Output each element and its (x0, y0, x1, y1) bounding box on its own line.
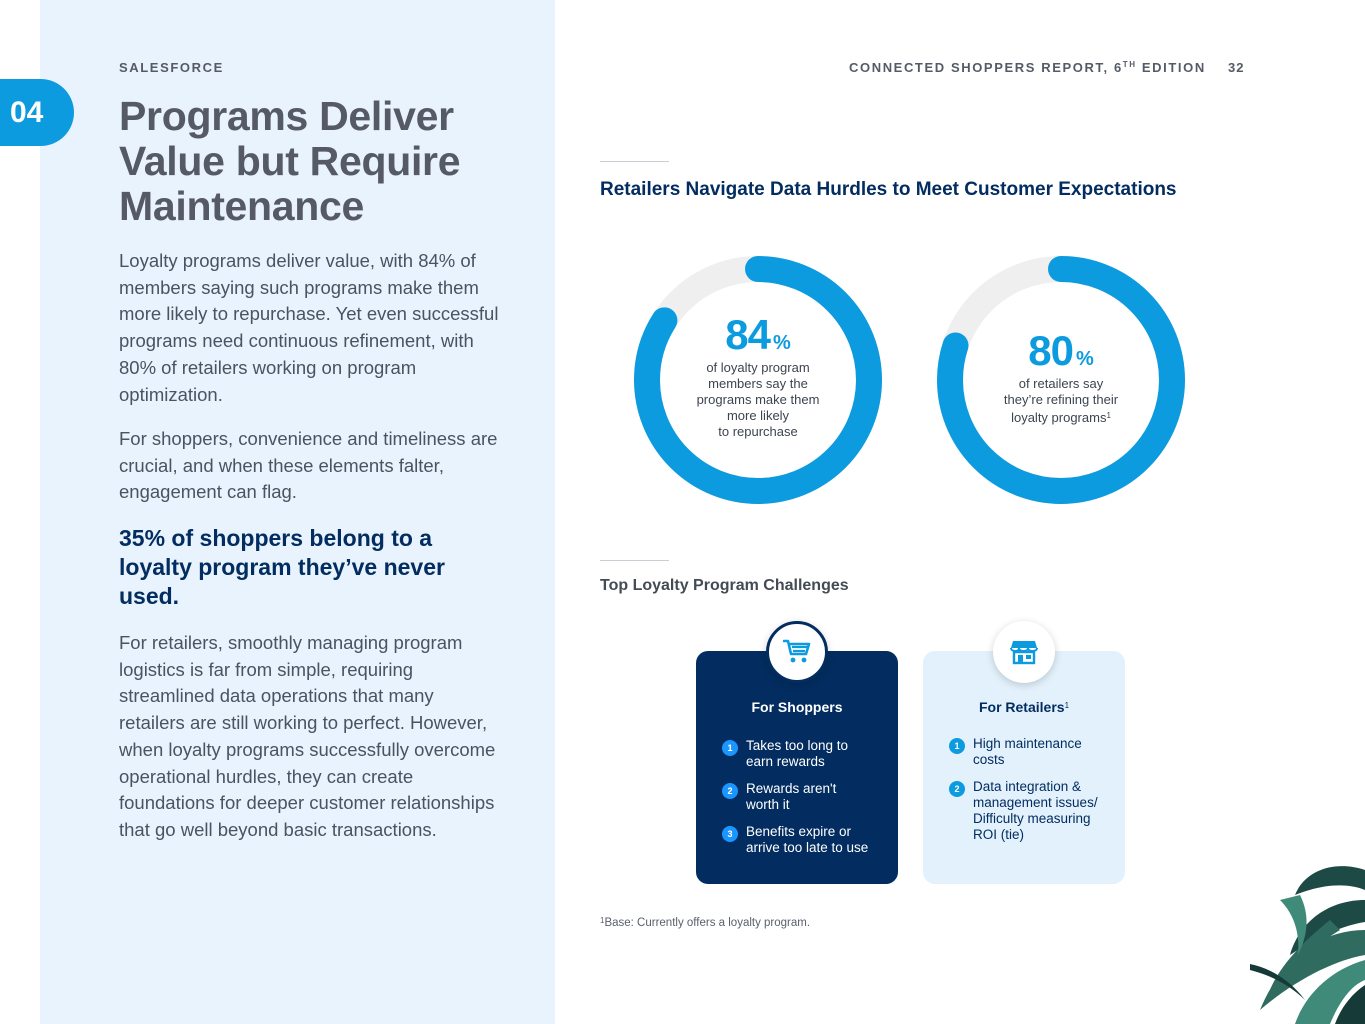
report-title-sup: TH (1122, 60, 1137, 69)
donut-unit: % (772, 332, 791, 354)
page-number: 32 (1228, 60, 1245, 75)
item-line: costs (973, 752, 1005, 767)
item-line: Rewards aren't (746, 781, 837, 796)
section-tab: 04 (0, 79, 74, 146)
report-title: CONNECTED SHOPPERS REPORT, 6TH EDITION (849, 60, 1206, 75)
list-item: 2 Data integration & management issues/ … (949, 779, 1111, 843)
challenge-list: 1 High maintenance costs 2 Data integrat… (949, 736, 1111, 854)
donut-svg (937, 256, 1185, 504)
donut-desc-text: loyalty programs (1011, 410, 1107, 425)
donut-desc-line: programs make them (696, 392, 820, 407)
donut-label: 84% of loyalty program members say the p… (662, 312, 854, 440)
item-line: Data integration & (973, 779, 1082, 794)
donut-desc-line: of loyalty program (706, 360, 810, 375)
brand-label: SALESFORCE (119, 60, 224, 75)
donut-desc-line: they’re refining their (1003, 392, 1119, 407)
divider-rule (600, 560, 669, 561)
item-line: management issues/ (973, 795, 1098, 810)
item-line: Benefits expire or (746, 824, 852, 839)
donut-desc-line: loyalty programs1 (965, 408, 1157, 426)
item-line: earn rewards (746, 754, 825, 769)
donut-description: of retailers say they’re refining their … (965, 376, 1157, 426)
divider-rule (600, 161, 669, 162)
number-badge: 1 (722, 740, 738, 756)
left-panel (40, 0, 555, 1024)
donut-desc-line: more likely (726, 408, 790, 423)
list-item: 3 Benefits expire or arrive too late to … (722, 824, 884, 856)
list-item: 1 High maintenance costs (949, 736, 1111, 768)
page-title: Programs Deliver Value but Require Maint… (119, 93, 461, 229)
shopping-cart-icon (766, 621, 828, 683)
card-heading-text: For Retailers (978, 699, 1065, 715)
item-line: worth it (746, 797, 790, 812)
list-item: 1 Takes too long to earn rewards (722, 738, 884, 770)
footnote-marker: 1 (1064, 701, 1070, 710)
footnote: 1Base: Currently offers a loyalty progra… (600, 916, 810, 929)
cart-glyph (783, 639, 811, 663)
donut-label: 80% of retailers say they’re refining th… (965, 328, 1157, 426)
report-title-suffix: EDITION (1136, 60, 1206, 75)
donut-chart-loyalty-members: 84% of loyalty program members say the p… (632, 254, 884, 506)
footnote-marker: 1 (600, 916, 605, 925)
donut-svg (634, 256, 882, 504)
item-line: ROI (tie) (973, 827, 1025, 842)
body-paragraph-2: For shoppers, convenience and timeliness… (119, 428, 498, 503)
number-badge: 1 (949, 738, 965, 754)
item-line: High maintenance (973, 736, 1082, 751)
footnote-text: Base: Currently offers a loyalty program… (604, 917, 811, 929)
shoppers-card: For Shoppers 1 Takes too long to earn re… (696, 621, 898, 884)
donut-desc-line: members say the (708, 376, 808, 391)
retailers-card: For Retailers1 1 High maintenance costs … (923, 621, 1125, 884)
number-badge: 3 (722, 826, 738, 842)
item-line: arrive too late to use (746, 840, 869, 855)
donut-description: of loyalty program members say the progr… (662, 360, 854, 440)
list-item: 2 Rewards aren't worth it (722, 781, 884, 813)
body-paragraph-3: For retailers, smoothly managing program… (119, 632, 496, 840)
chart-title: Retailers Navigate Data Hurdles to Meet … (600, 179, 1177, 200)
number-badge: 2 (722, 783, 738, 799)
body-paragraph-1: Loyalty programs deliver value, with 84%… (119, 250, 499, 405)
item-line: Difficulty measuring (973, 811, 1091, 826)
storefront-icon (993, 621, 1055, 683)
number-badge: 2 (949, 781, 965, 797)
donut-chart-retailers: 80% of retailers say they’re refining th… (935, 254, 1187, 506)
donut-desc-line: of retailers say (1018, 376, 1104, 391)
card-heading: For Retailers1 (923, 699, 1125, 715)
donut-desc-line: to repurchase (718, 424, 798, 439)
footnote-marker: 1 (1106, 411, 1111, 420)
report-title-prefix: CONNECTED SHOPPERS REPORT, 6 (849, 60, 1123, 75)
palm-leaves-decoration (1250, 866, 1365, 1024)
callout-stat: 35% of shoppers belong to a loyalty prog… (119, 525, 445, 609)
donut-arc (937, 256, 1185, 504)
challenges-title: Top Loyalty Program Challenges (600, 577, 849, 594)
card-heading: For Shoppers (751, 699, 843, 715)
item-line: Takes too long to (746, 738, 849, 753)
challenge-list: 1 Takes too long to earn rewards 2 Rewar… (722, 738, 884, 867)
donut-unit: % (1075, 348, 1094, 370)
donut-arc (634, 256, 882, 504)
donut-value: 80 (1028, 327, 1074, 374)
donut-value: 84 (725, 311, 771, 358)
store-glyph (1010, 641, 1038, 665)
